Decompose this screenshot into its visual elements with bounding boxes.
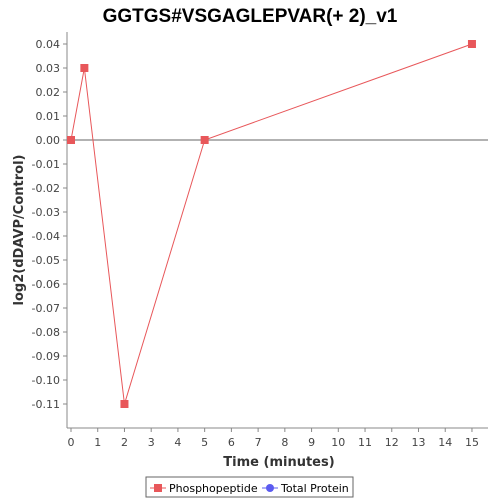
y-tick-label: 0.03 (36, 62, 61, 75)
y-tick-label: -0.09 (32, 350, 60, 363)
x-tick-label: 12 (385, 436, 399, 449)
y-tick-label: -0.11 (32, 398, 60, 411)
y-tick-label: 0.04 (36, 38, 61, 51)
x-tick-label: 4 (174, 436, 181, 449)
legend-label-phosphopeptide: Phosphopeptide (169, 482, 258, 495)
data-point (120, 400, 129, 408)
y-axis-label: log2(dDAVP/Control) (12, 155, 27, 306)
legend-item-total-protein: Total Protein (262, 482, 349, 495)
legend-square-marker-icon (154, 484, 162, 492)
x-tick-label: 1 (94, 436, 101, 449)
y-tick-label: -0.10 (32, 374, 60, 387)
series-layer (67, 40, 476, 408)
x-ticks: 0 1 2 3 4 5 6 7 8 9 10 11 12 13 14 15 (68, 428, 479, 449)
x-tick-label: 15 (465, 436, 479, 449)
x-tick-label: 7 (255, 436, 262, 449)
y-tick-label: -0.06 (32, 278, 60, 291)
y-tick-label: -0.01 (32, 158, 60, 171)
x-tick-label: 10 (331, 436, 345, 449)
x-tick-label: 0 (68, 436, 75, 449)
y-ticks: 0.04 0.03 0.02 0.01 0.00 -0.01 -0.02 -0.03 -0.04… (32, 38, 67, 411)
y-tick-label: -0.05 (32, 254, 60, 267)
x-axis-label: Time (minutes) (223, 455, 334, 470)
x-tick-label: 2 (121, 436, 128, 449)
y-tick-label: -0.08 (32, 326, 60, 339)
x-tick-label: 9 (308, 436, 315, 449)
x-tick-label: 6 (228, 436, 235, 449)
chart-title: GGTGS#VSGAGLEPVAR(+ 2)_v1 (103, 6, 398, 27)
y-tick-label: 0.01 (36, 110, 61, 123)
y-tick-label: 0.00 (36, 134, 61, 147)
data-point (80, 64, 89, 72)
y-tick-label: -0.04 (32, 230, 60, 243)
y-tick-label: 0.02 (36, 86, 61, 99)
x-tick-label: 5 (201, 436, 208, 449)
y-tick-label: -0.02 (32, 182, 60, 195)
legend-box (145, 476, 354, 498)
x-tick-label: 14 (438, 436, 452, 449)
legend-circle-marker-icon (266, 484, 274, 492)
x-tick-label: 13 (412, 436, 426, 449)
legend: Phosphopeptide Total Protein (145, 476, 354, 498)
legend-item-phosphopeptide: Phosphopeptide (150, 482, 258, 495)
x-tick-label: 8 (281, 436, 288, 449)
y-tick-label: -0.07 (32, 302, 60, 315)
x-tick-label: 11 (358, 436, 372, 449)
data-point (67, 136, 75, 144)
y-tick-label: -0.03 (32, 206, 60, 219)
data-point (200, 136, 209, 144)
x-tick-label: 3 (148, 436, 155, 449)
legend-label-total-protein: Total Protein (280, 482, 349, 495)
data-point (467, 40, 476, 48)
series-line (70, 43, 473, 405)
